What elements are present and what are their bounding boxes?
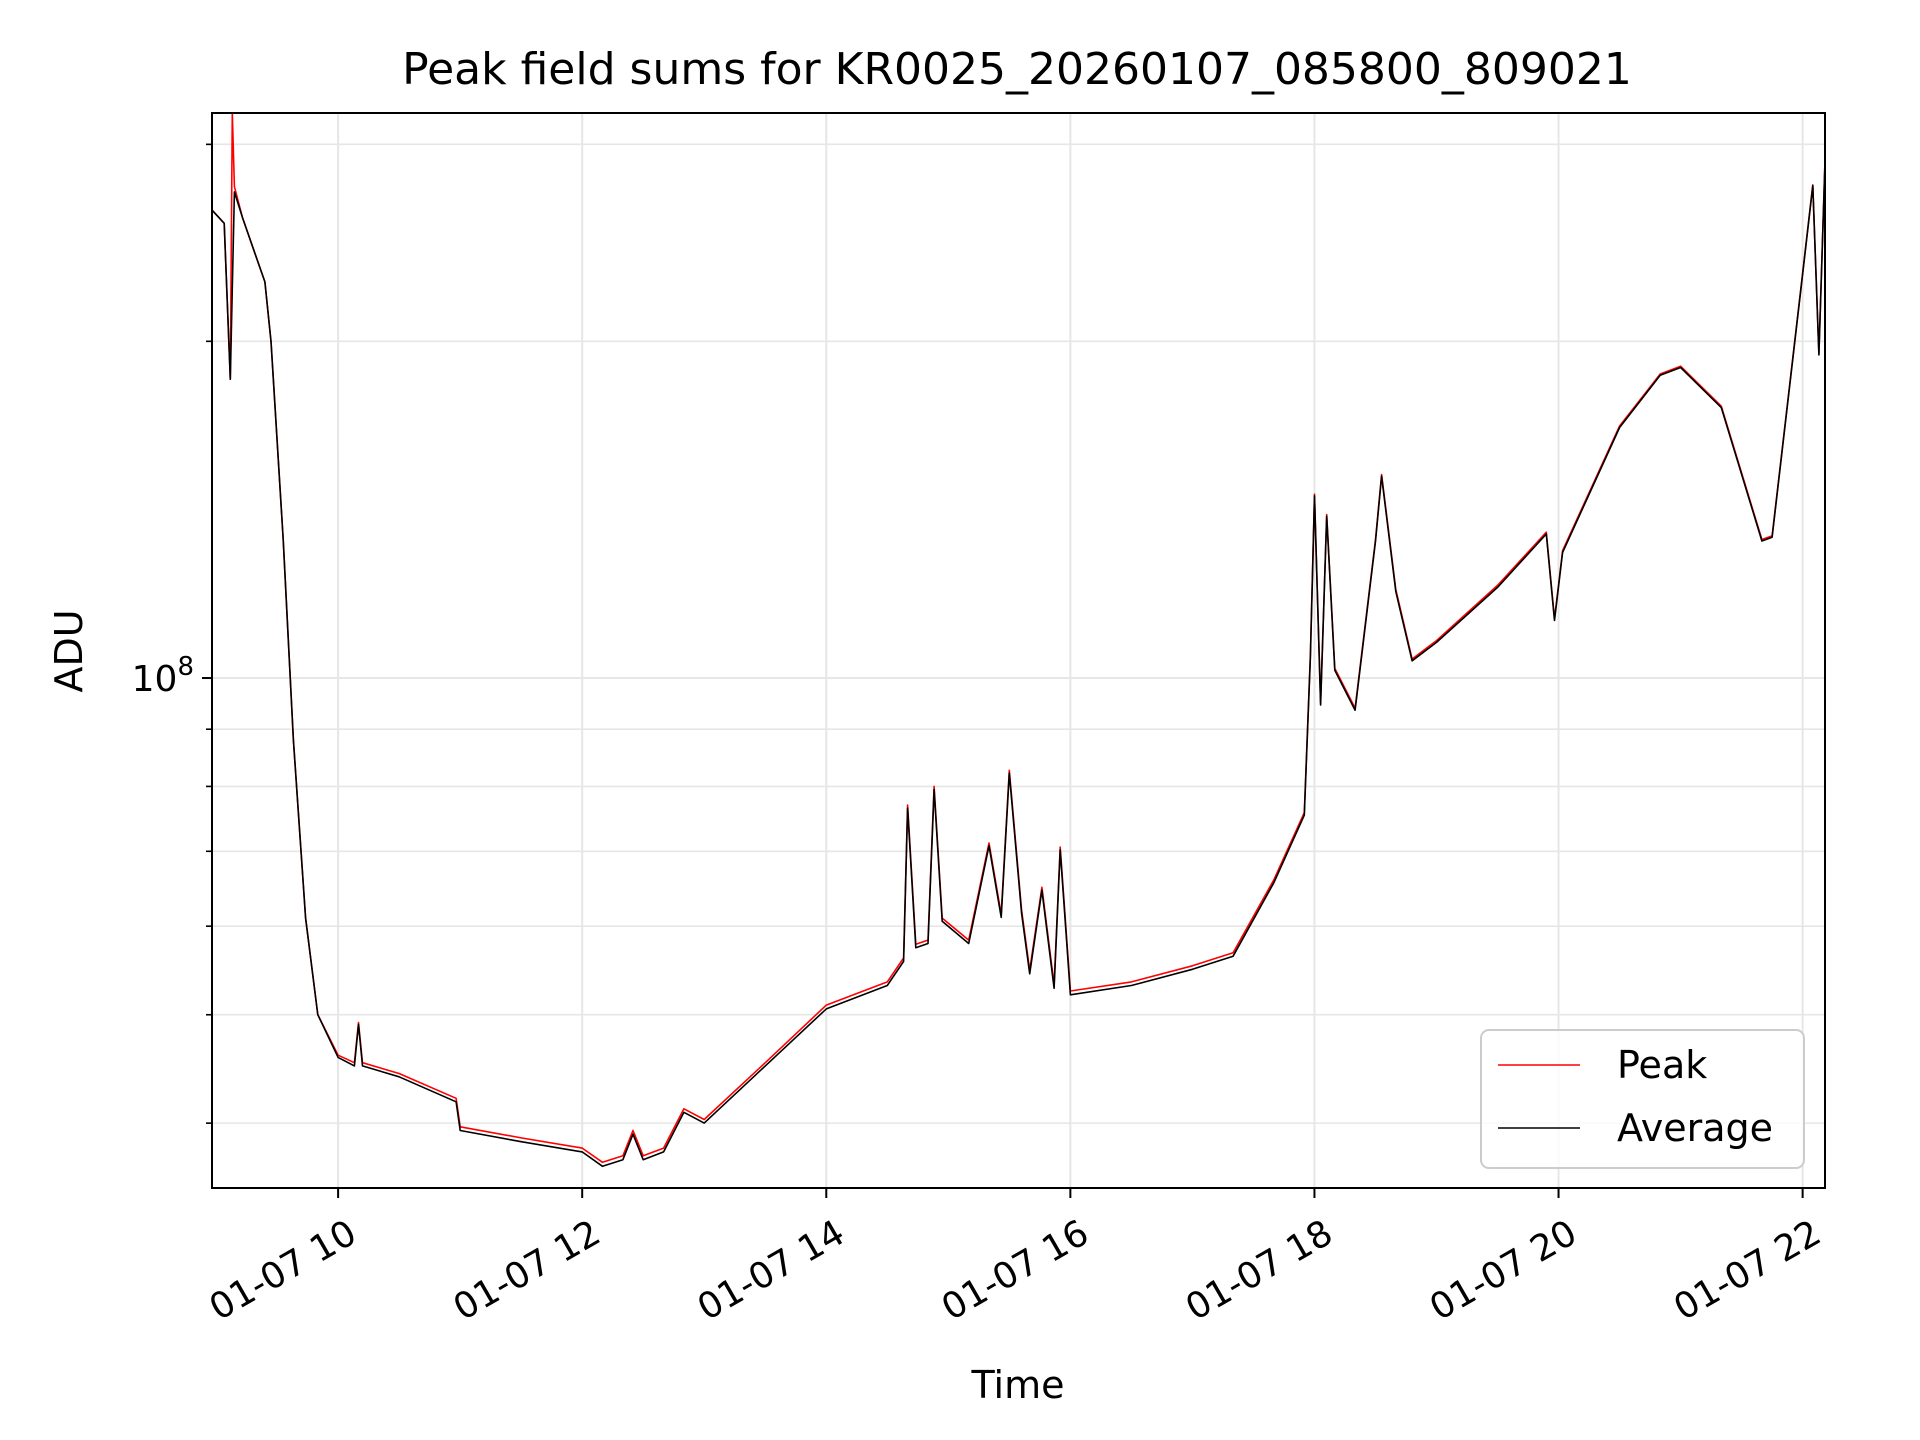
y-tick-label: 108 [132,652,194,700]
legend: Peak Average [1480,1029,1805,1169]
plot-area-frame [211,112,1826,1189]
series-lines [212,113,1825,1168]
series-line-average [212,161,1825,1168]
grid [212,113,1825,1188]
x-axis-label: Time [971,1363,1065,1407]
legend-label-peak: Peak [1617,1043,1707,1087]
legend-label-average: Average [1617,1106,1773,1150]
y-axis-label: ADU [47,609,91,692]
chart-title: Peak field sums for KR0025_20260107_0858… [402,44,1632,95]
